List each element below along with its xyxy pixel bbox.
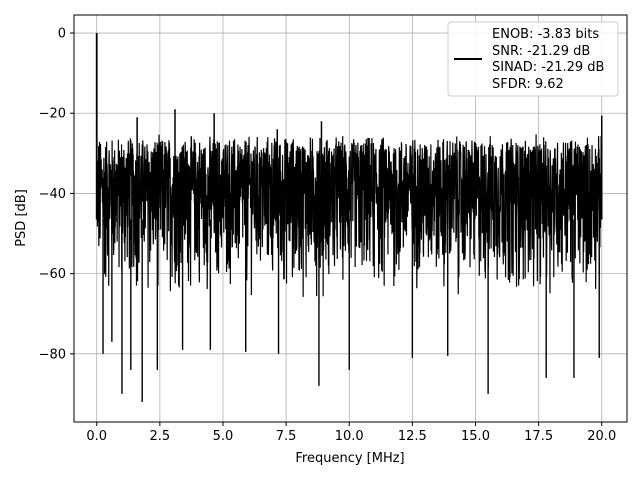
axis-ticks: 0.0 2.5 5.0 7.5 10.0 12.5 15.0 17.5 20.0 0 −20 −40 −… [39, 27, 617, 444]
plot-frame [73, 14, 628, 423]
x-axis-label: Frequency [MHz] [295, 451, 404, 466]
y-tick-label: −60 [39, 267, 66, 282]
x-tick-label: 17.5 [524, 429, 553, 444]
legend-box [447, 21, 619, 97]
legend-sinad: SINAD: -21.29 dB [492, 60, 604, 75]
x-tick-label: 20.0 [587, 429, 616, 444]
legend-sfdr: SFDR: 9.62 [492, 77, 564, 92]
x-tick-label: 5.0 [213, 429, 234, 444]
x-tick-label: 12.5 [398, 429, 427, 444]
psd-series [95, 33, 603, 402]
x-tick-label: 7.5 [276, 429, 297, 444]
y-tick-label: −20 [39, 107, 66, 122]
y-tick-label: −40 [39, 187, 66, 202]
x-tick-label: 0.0 [86, 429, 107, 444]
y-tick-label: 0 [58, 27, 66, 42]
x-tick-label: 10.0 [335, 429, 364, 444]
y-axis-label: PSD [dB] [14, 189, 29, 247]
x-tick-label: 2.5 [150, 429, 171, 444]
legend-snr: SNR: -21.29 dB [492, 44, 590, 59]
y-tick-label: −80 [39, 347, 66, 362]
x-tick-label: 15.0 [461, 429, 490, 444]
legend: ENOB: -3.83 bits SNR: -21.29 dB SINAD: -… [447, 21, 619, 97]
psd-trace [96, 134, 603, 297]
legend-enob: ENOB: -3.83 bits [492, 27, 599, 42]
